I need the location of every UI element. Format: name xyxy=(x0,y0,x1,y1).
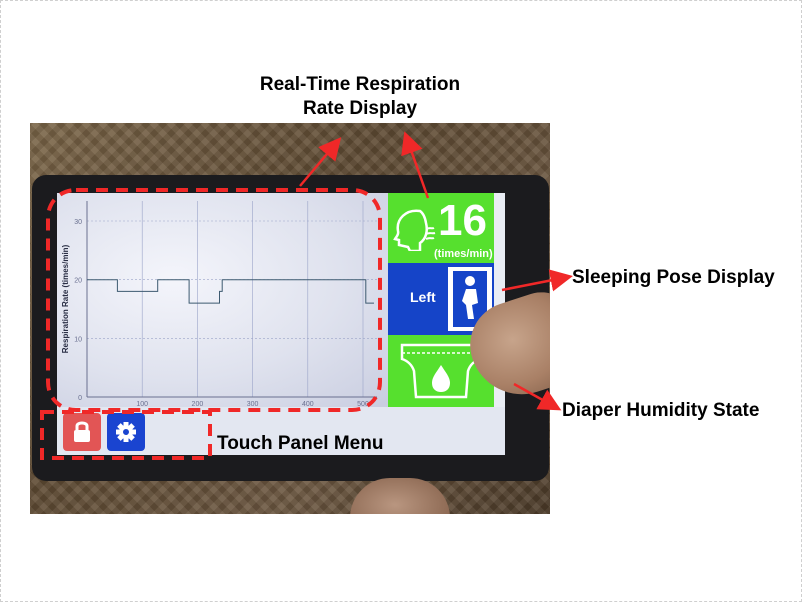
rr-display-caption: Real-Time Respiration Rate Display xyxy=(0,73,720,121)
respiration-rate-tile[interactable]: 16 (times/min) xyxy=(388,193,494,263)
y-axis-label: Respiration Rate (times/min) xyxy=(61,244,70,353)
rr-caption-line2: Rate Display xyxy=(302,98,418,119)
gear-icon xyxy=(116,422,136,442)
lock-button[interactable] xyxy=(63,413,101,451)
sleeping-pose-caption: Sleeping Pose Display xyxy=(572,267,775,288)
rr-value: 16 xyxy=(438,196,487,245)
breathing-head-icon xyxy=(393,209,436,251)
rr-unit: (times/min) xyxy=(434,248,493,260)
lock-icon xyxy=(74,421,90,442)
sleeping-pose-tile[interactable]: Left xyxy=(388,263,494,335)
diaper-humidity-caption: Diaper Humidity State xyxy=(562,400,760,421)
y-tick-label: 20 xyxy=(74,278,82,285)
respiration-series-line xyxy=(87,279,374,304)
respiration-chart: 0 10 20 30 100 200 300 400 500 Respiration Rate (… xyxy=(57,193,388,407)
rr-caption-line1: Real-Time Respiration xyxy=(259,74,461,95)
device-screen: 0 10 20 30 100 200 300 400 500 Respiration Rate (… xyxy=(57,193,505,455)
settings-button[interactable] xyxy=(107,413,145,451)
pose-label: Left xyxy=(410,289,436,305)
y-tick-label: 30 xyxy=(74,219,82,226)
touch-panel-caption: Touch Panel Menu xyxy=(217,433,384,454)
y-tick-label: 0 xyxy=(78,395,82,402)
y-tick-label: 10 xyxy=(74,336,82,343)
